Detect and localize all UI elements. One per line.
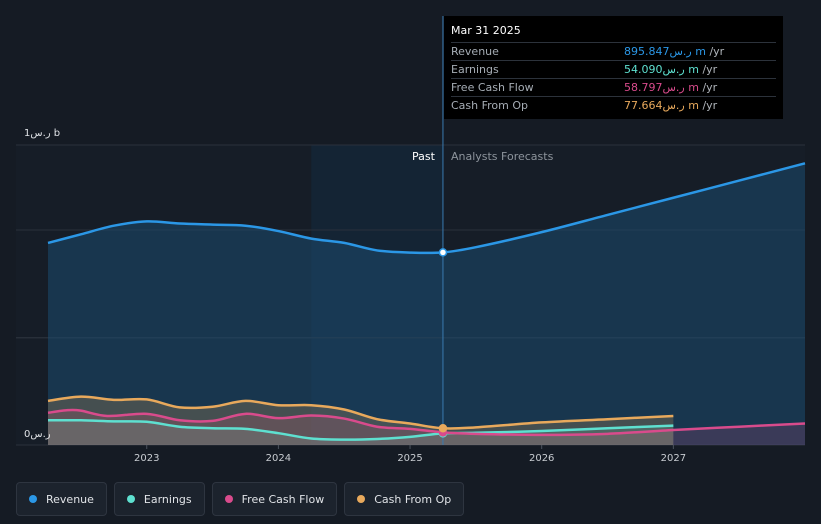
series-line-revenue — [47, 162, 806, 255]
legend-dot-icon — [29, 495, 37, 503]
series-line-free-cash-flow — [47, 408, 806, 437]
legend: Revenue Earnings Free Cash Flow Cash From O… — [16, 482, 465, 516]
past-label: Past — [412, 150, 436, 163]
tooltip-row-value: 54.090ر.س m /yr — [624, 63, 776, 76]
x-tick-label: 2024 — [266, 453, 291, 464]
tooltip-value-suffix: /yr — [698, 99, 718, 112]
series-fill-earnings — [48, 420, 674, 445]
tooltip-date: Mar 31 2025 — [451, 24, 521, 37]
tooltip-value-number: 54.090ر.س m — [624, 63, 699, 76]
legend-dot-icon — [126, 495, 135, 503]
x-tick-label: 2025 — [397, 453, 422, 464]
tooltip-row-label: Revenue — [451, 45, 499, 58]
tooltip-row: Earnings 54.090ر.س m /yr — [451, 60, 776, 78]
tooltip-value-number: 895.847ر.س m — [624, 45, 706, 58]
marker-revenue — [438, 248, 448, 257]
marker-cash-from-op — [438, 424, 448, 433]
tooltip-value-suffix: /yr — [698, 63, 718, 76]
legend-label: Revenue — [46, 492, 94, 506]
series-fill-free-cash-flow — [48, 409, 805, 445]
legend-item-earnings[interactable]: Earnings — [113, 482, 205, 516]
tooltip-row-value: 77.664ر.س m /yr — [624, 99, 776, 112]
legend-dot-icon — [224, 495, 233, 503]
tooltip-value-suffix: /yr — [698, 81, 718, 94]
legend-item-revenue[interactable]: Revenue — [16, 482, 107, 516]
tooltip-row-label: Free Cash Flow — [451, 81, 534, 94]
series-lines — [47, 162, 806, 441]
series-line-cash-from-op — [47, 395, 674, 430]
tooltip-value-number: 77.664ر.س m — [624, 99, 699, 112]
y-axis-ticks: 0ر.س 1ر.س b — [24, 128, 60, 440]
series-line-earnings — [47, 418, 674, 441]
legend-label: Cash From Op — [374, 492, 452, 506]
hover-markers — [438, 248, 448, 438]
tooltip-row-value: 58.797ر.س m /yr — [624, 81, 776, 94]
tooltip: Mar 31 2025 Revenue 895.847ر.س m /yr Earni… — [444, 16, 783, 119]
forecast-label: Analysts Forecasts — [451, 150, 554, 163]
x-axis-ticks: 2023 2024 2025 2026 2027 — [134, 445, 686, 464]
x-tick-label: 2027 — [661, 453, 686, 464]
y-tick-label: 0ر.س — [24, 429, 51, 440]
legend-dot-icon — [357, 495, 366, 503]
legend-item-free-cash-flow[interactable]: Free Cash Flow — [211, 482, 338, 516]
tooltip-row: Free Cash Flow 58.797ر.س m /yr — [451, 78, 776, 96]
x-tick-label: 2023 — [134, 453, 159, 464]
legend-label: Earnings — [143, 492, 192, 506]
series-fills — [48, 163, 805, 445]
tooltip-row-label: Earnings — [451, 63, 499, 76]
x-tick-label: 2026 — [529, 453, 554, 464]
legend-label: Free Cash Flow — [241, 492, 325, 506]
series-fill-revenue — [48, 163, 805, 445]
tooltip-row-value: 895.847ر.س m /yr — [624, 45, 776, 58]
tooltip-value-number: 58.797ر.س m — [624, 81, 699, 94]
tooltip-value-suffix: /yr — [705, 45, 725, 58]
tooltip-row-label: Cash From Op — [451, 99, 529, 112]
tooltip-row: Revenue 895.847ر.س m /yr — [451, 42, 776, 60]
tooltip-row: Cash From Op 77.664ر.س m /yr — [451, 96, 776, 114]
y-tick-label: 1ر.س b — [24, 128, 60, 139]
legend-item-cash-from-op[interactable]: Cash From Op — [344, 482, 465, 516]
